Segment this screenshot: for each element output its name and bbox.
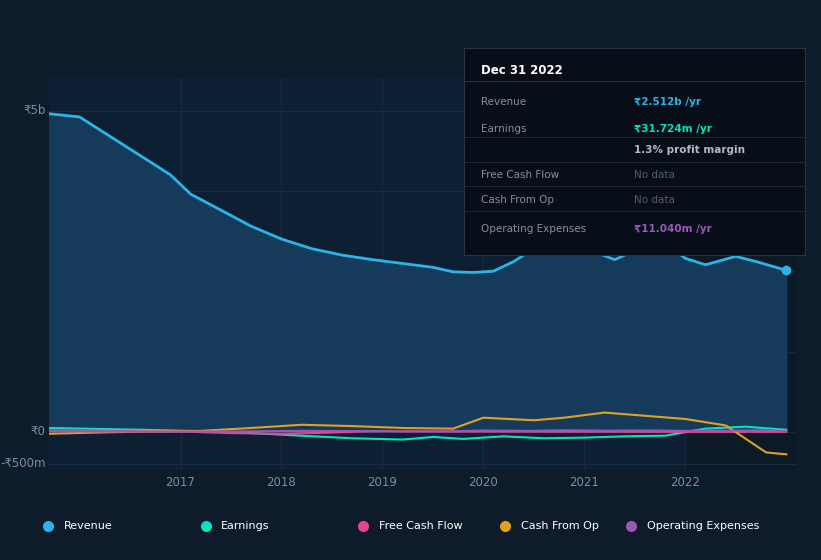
Text: Free Cash Flow: Free Cash Flow: [379, 521, 462, 531]
Text: -₹500m: -₹500m: [0, 458, 45, 470]
Text: Dec 31 2022: Dec 31 2022: [481, 64, 562, 77]
Text: Free Cash Flow: Free Cash Flow: [481, 170, 559, 180]
Text: Earnings: Earnings: [222, 521, 270, 531]
Text: ₹11.040m /yr: ₹11.040m /yr: [635, 223, 712, 234]
Text: Revenue: Revenue: [481, 97, 526, 108]
Text: ₹2.512b /yr: ₹2.512b /yr: [635, 97, 701, 108]
Text: Earnings: Earnings: [481, 124, 526, 134]
Text: Cash From Op: Cash From Op: [521, 521, 599, 531]
Text: No data: No data: [635, 195, 675, 205]
Text: Operating Expenses: Operating Expenses: [647, 521, 759, 531]
Text: ₹0: ₹0: [30, 426, 45, 438]
Text: Revenue: Revenue: [64, 521, 112, 531]
Text: ₹31.724m /yr: ₹31.724m /yr: [635, 124, 712, 134]
Text: No data: No data: [635, 170, 675, 180]
Text: 1.3% profit margin: 1.3% profit margin: [635, 145, 745, 155]
Bar: [686, 78, 796, 470]
Text: ₹5b: ₹5b: [23, 104, 45, 117]
Text: Operating Expenses: Operating Expenses: [481, 223, 586, 234]
Text: Cash From Op: Cash From Op: [481, 195, 554, 205]
